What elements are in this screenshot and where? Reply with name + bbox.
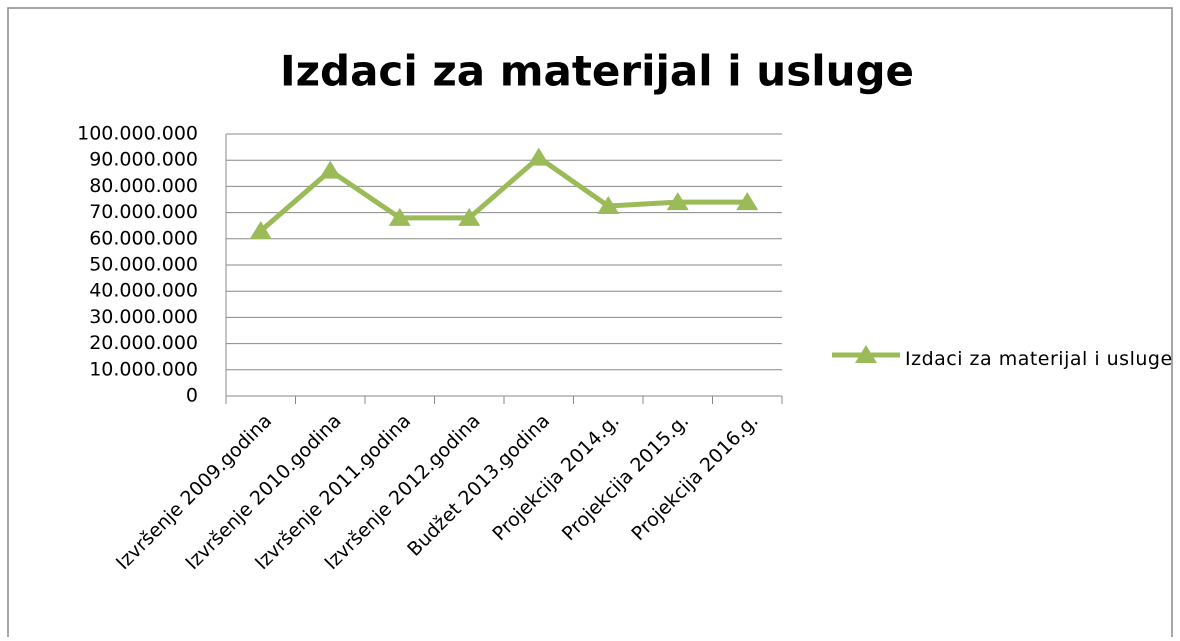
chart-title: Izdaci za materijal i usluge: [280, 47, 914, 96]
y-tick-label: 0: [186, 385, 198, 407]
y-tick-label: 30.000.000: [89, 306, 198, 328]
data-line: [259, 155, 748, 233]
data-point: [249, 220, 272, 239]
x-tick-label: Projekcija 2015.g.: [558, 410, 693, 545]
data-point: [458, 207, 481, 226]
y-tick-label: 20.000.000: [89, 332, 198, 354]
y-tick-label: 70.000.000: [89, 201, 198, 223]
y-tick-label: 90.000.000: [89, 149, 198, 171]
y-tick-label: 40.000.000: [89, 280, 198, 302]
data-point: [388, 207, 411, 226]
data-point: [527, 147, 550, 166]
data-point: [736, 192, 759, 211]
chart-border: [7, 7, 1173, 641]
y-tick-label: 10.000.000: [89, 358, 198, 380]
data-point: [597, 196, 620, 215]
x-tick-label: Projekcija 2016.g.: [627, 410, 762, 545]
y-tick-label: 100.000.000: [77, 123, 198, 145]
data-point: [666, 192, 689, 211]
legend-label: Izdaci za materijal i usluge: [905, 348, 1173, 370]
data-point: [319, 160, 342, 179]
x-tick-label: Projekcija 2014.g.: [488, 410, 623, 545]
y-tick-label: 50.000.000: [89, 254, 198, 276]
legend-marker: [855, 345, 877, 363]
y-tick-label: 80.000.000: [89, 175, 198, 197]
y-tick-label: 60.000.000: [89, 227, 198, 249]
